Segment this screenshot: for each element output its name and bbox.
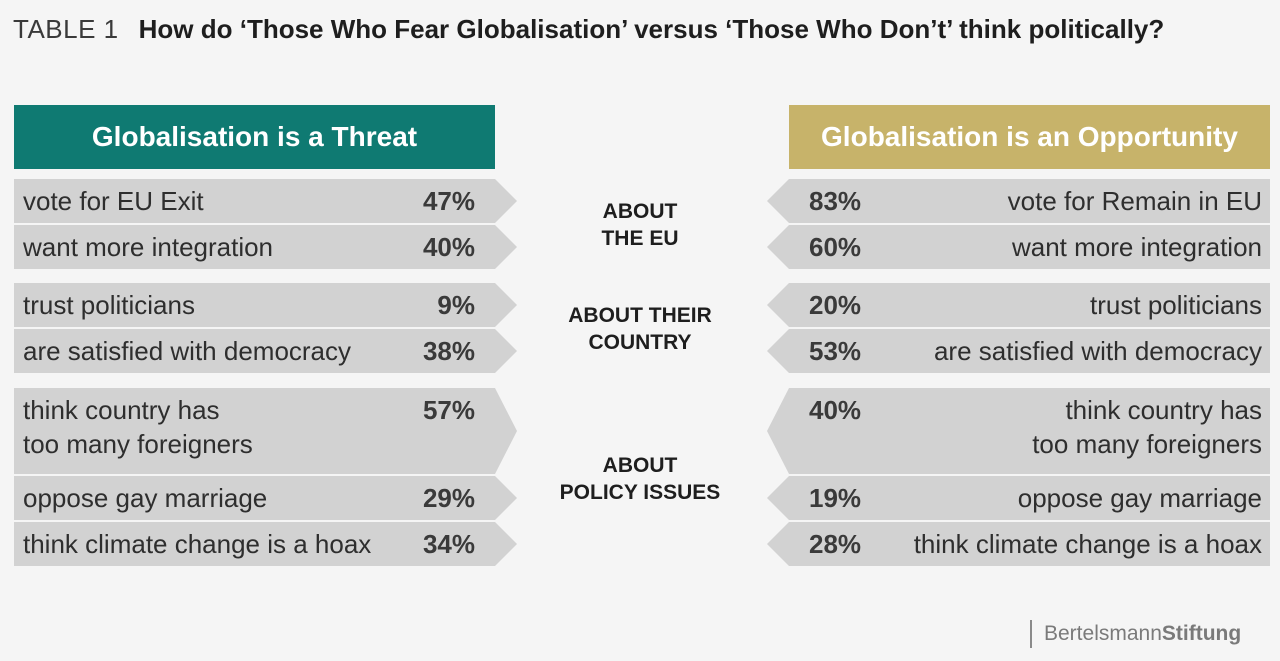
opportunity-row-label: think country has too many foreigners — [1032, 395, 1262, 459]
threat-row-label: are satisfied with democracy — [23, 336, 352, 366]
row-arrow-right — [495, 476, 517, 520]
table-question: How do ‘Those Who Fear Globalisation’ ve… — [138, 14, 1165, 44]
row-arrow-left — [767, 225, 789, 269]
row-arrow-right — [495, 522, 517, 566]
opportunity-row: are satisfied with democracy 53% — [767, 329, 1270, 373]
threat-column-header: Globalisation is a Threat — [14, 105, 495, 169]
opportunity-row-label: trust politicians — [1090, 290, 1262, 320]
opportunity-row-label: think climate change is a hoax — [913, 529, 1262, 559]
row-arrow-right — [495, 179, 517, 223]
opportunity-row-percent: 60% — [809, 232, 862, 262]
row-arrow-left — [767, 179, 789, 223]
opportunity-row-label: are satisfied with democracy — [933, 336, 1262, 366]
opportunity-row-percent: 53% — [809, 336, 862, 366]
threat-row: want more integration 40% — [14, 225, 517, 269]
logo-text-bold: Stiftung — [1161, 622, 1242, 645]
opportunity-row-percent: 83% — [809, 186, 862, 216]
opportunity-row: want more integration 60% — [767, 225, 1270, 269]
threat-row-label: want more integration — [23, 232, 274, 262]
opportunity-row-label: vote for Remain in EU — [1007, 186, 1262, 216]
threat-row-label: trust politicians — [23, 290, 195, 320]
threat-row: vote for EU Exit 47% — [14, 179, 517, 223]
group-label: ABOUT THE EU — [601, 200, 679, 250]
opportunity-row: trust politicians 20% — [767, 283, 1270, 327]
threat-row-percent: 9% — [437, 290, 475, 320]
threat-row-percent: 40% — [422, 232, 475, 262]
opportunity-row: think country has too many foreigners 40% — [767, 388, 1270, 474]
threat-row-percent: 38% — [422, 336, 475, 366]
opportunity-row-label: oppose gay marriage — [1017, 483, 1262, 513]
row-arrow-left — [767, 388, 789, 474]
table-title: TABLE 1 How do ‘Those Who Fear Globalisat… — [13, 14, 1164, 45]
opportunity-row-label: want more integration — [1011, 232, 1262, 262]
threat-row-percent: 34% — [422, 529, 475, 559]
opportunity-column-header: Globalisation is an Opportunity — [789, 105, 1270, 169]
row-arrow-left — [767, 329, 789, 373]
threat-row-label: oppose gay marriage — [23, 483, 268, 513]
opportunity-row: think climate change is a hoax 28% — [767, 522, 1270, 566]
threat-row: oppose gay marriage 29% — [14, 476, 517, 520]
row-arrow-right — [495, 225, 517, 269]
row-arrow-right — [495, 283, 517, 327]
group-label: ABOUT THEIR COUNTRY — [568, 304, 712, 354]
threat-row: think country has too many foreigners 57% — [14, 388, 517, 474]
row-arrow-right — [495, 388, 517, 474]
opportunity-row-percent: 19% — [809, 483, 862, 513]
row-arrow-right — [495, 329, 517, 373]
table-number: TABLE 1 — [13, 14, 119, 44]
opportunity-row-percent: 28% — [809, 529, 862, 559]
row-arrow-left — [767, 476, 789, 520]
logo-divider — [1030, 620, 1032, 648]
threat-row-label: think climate change is a hoax — [23, 529, 372, 559]
threat-row: are satisfied with democracy 38% — [14, 329, 517, 373]
threat-row-percent: 47% — [422, 186, 475, 216]
threat-row-percent: 57% — [422, 395, 475, 425]
bertelsmann-stiftung-logo: Bertelsmann Stiftung — [1030, 619, 1241, 649]
opportunity-row-percent: 40% — [809, 395, 862, 425]
threat-row-label: vote for EU Exit — [23, 186, 204, 216]
opportunity-row-percent: 20% — [809, 290, 862, 320]
opportunity-row: oppose gay marriage 19% — [767, 476, 1270, 520]
logo-text-light: Bertelsmann — [1044, 622, 1162, 645]
opportunity-row: vote for Remain in EU 83% — [767, 179, 1270, 223]
threat-row: trust politicians 9% — [14, 283, 517, 327]
row-arrow-left — [767, 283, 789, 327]
row-arrow-left — [767, 522, 789, 566]
threat-row-percent: 29% — [422, 483, 475, 513]
group-label: ABOUT POLICY ISSUES — [559, 454, 721, 504]
threat-row: think climate change is a hoax 34% — [14, 522, 517, 566]
threat-row-label: think country has too many foreigners — [23, 395, 253, 459]
